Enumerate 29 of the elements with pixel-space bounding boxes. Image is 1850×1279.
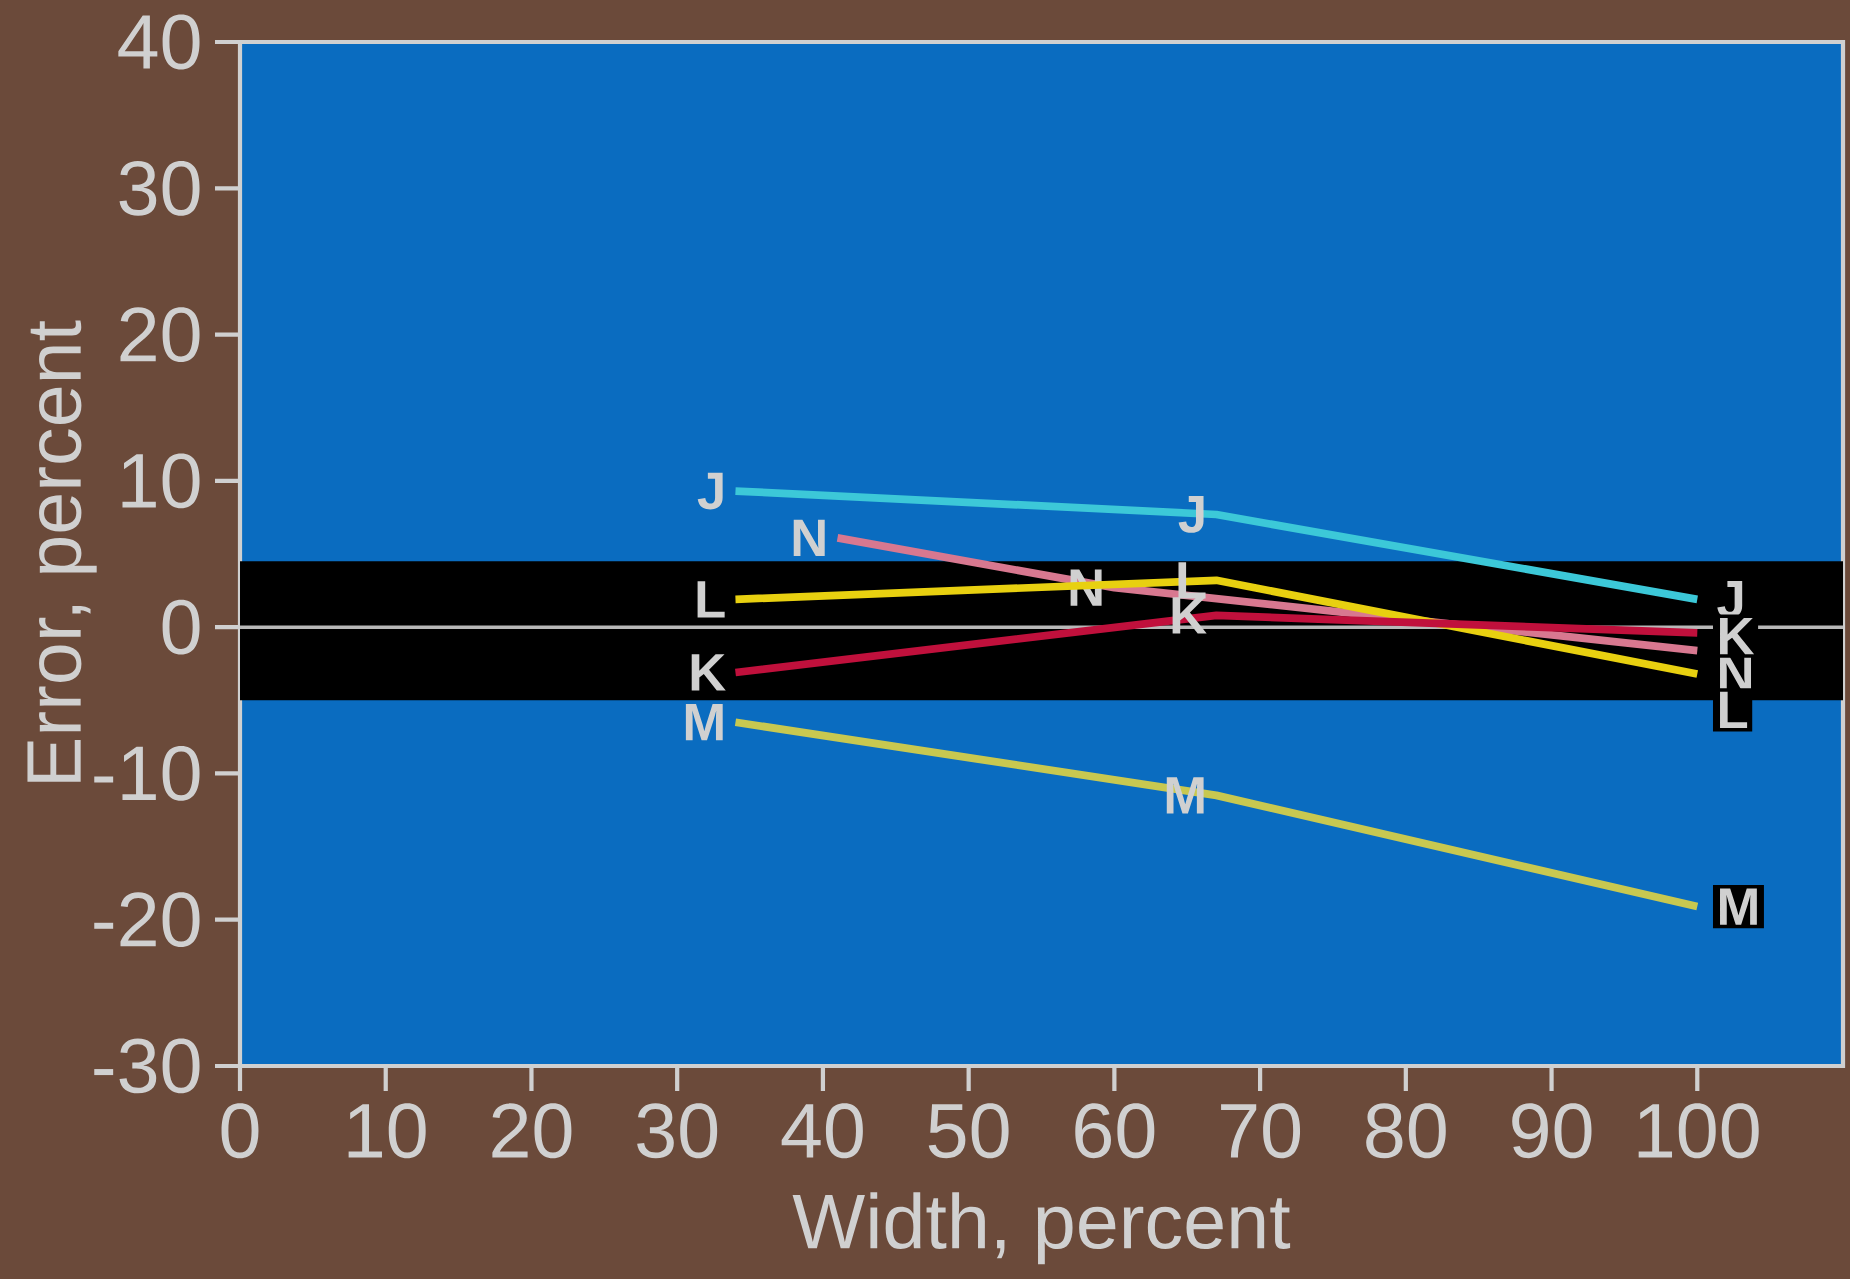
text: K — [691, 654, 726, 691]
y-tick-label: 20 — [120, 307, 200, 362]
x-tick-label: 30 — [637, 1103, 718, 1159]
x-axis-title: Width, percent — [792, 1192, 1291, 1265]
text: M — [685, 704, 723, 741]
x-tick-label: 90 — [1512, 1103, 1592, 1159]
text: N — [793, 519, 825, 557]
y-tick-label: 0 — [162, 599, 200, 655]
x-tick-label: 0 — [221, 1103, 259, 1159]
x-tick-label: 10 — [348, 1103, 426, 1159]
text: J — [697, 472, 723, 510]
x-tick-label: 100 — [1638, 1103, 1759, 1159]
y-tick-label: -20 — [94, 892, 200, 948]
x-tick-label: 70 — [1221, 1103, 1301, 1159]
y-tick-label: 30 — [119, 160, 200, 216]
text: L — [697, 581, 725, 618]
x-tick-label: 20 — [492, 1103, 572, 1159]
text: M — [1720, 888, 1757, 925]
x-tick-label: 60 — [1075, 1103, 1155, 1159]
series-label: K — [1172, 597, 1207, 634]
y-tick-label: 10 — [122, 453, 200, 509]
x-tick-label: 50 — [928, 1103, 1009, 1159]
y-tick-label: 40 — [118, 14, 200, 70]
x-tick-label: 80 — [1366, 1103, 1446, 1159]
x-tick-label: 40 — [781, 1103, 863, 1159]
series-label: J — [1178, 496, 1204, 533]
text: L — [1720, 691, 1748, 729]
text: K — [1720, 618, 1755, 655]
y-tick-label: -30 — [94, 1038, 200, 1094]
